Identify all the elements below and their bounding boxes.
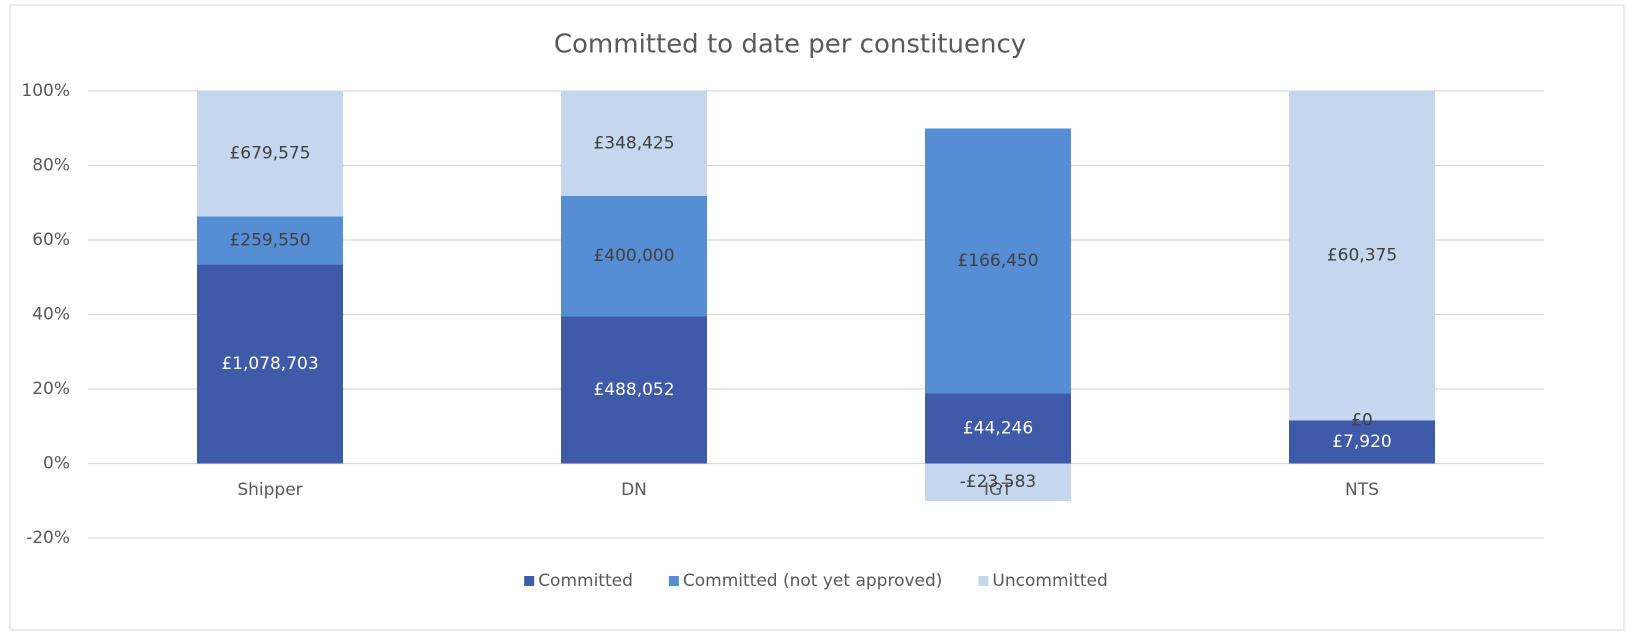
bar-segment [1289,420,1435,464]
data-label: £679,575 [229,144,310,164]
legend-label: Committed (not yet approved) [683,571,943,591]
bar-segment [925,393,1071,464]
bar-segment [561,195,707,317]
legend-label: Committed [538,571,633,591]
y-tick-label: 20% [32,379,70,399]
x-tick-label: IGT [984,480,1013,500]
legend-swatch [668,576,679,586]
x-tick-label: DN [621,480,647,500]
bar-segment [1289,91,1435,421]
y-tick-label: 0% [43,454,70,474]
y-tick-label: -20% [26,528,70,548]
data-label: £400,000 [593,246,674,266]
data-label: £7,920 [1332,432,1391,452]
y-tick-label: 60% [32,230,70,250]
data-label: £166,450 [957,251,1038,271]
data-label: £348,425 [593,133,674,153]
legend-swatch [978,576,989,586]
bar-segment [561,316,707,464]
bar-segment [197,216,343,265]
data-label: £44,246 [963,418,1033,438]
legend: Committed Committed (not yet approved) Unc… [524,571,1108,591]
bar-segment [925,463,1071,501]
bar-segment [197,264,343,464]
x-tick-label: Shipper [237,480,302,500]
bar-segment [561,91,707,196]
x-tick-label: NTS [1345,480,1379,500]
data-label: £0 [1351,410,1373,430]
bar-segment [197,91,343,217]
legend-label: Uncommitted [992,571,1107,591]
data-label: £1,078,703 [221,354,318,374]
data-label: £488,052 [593,380,674,400]
legend-swatch [524,576,535,586]
y-tick-label: 40% [32,305,70,325]
y-tick-label: 100% [21,81,70,101]
bar-segment [925,128,1071,394]
chart-title: Committed to date per constituency [554,30,1026,60]
data-label: £60,375 [1327,246,1397,266]
data-label: £259,550 [229,230,310,250]
y-tick-label: 80% [32,156,70,176]
data-label: -£23,583 [960,472,1036,492]
